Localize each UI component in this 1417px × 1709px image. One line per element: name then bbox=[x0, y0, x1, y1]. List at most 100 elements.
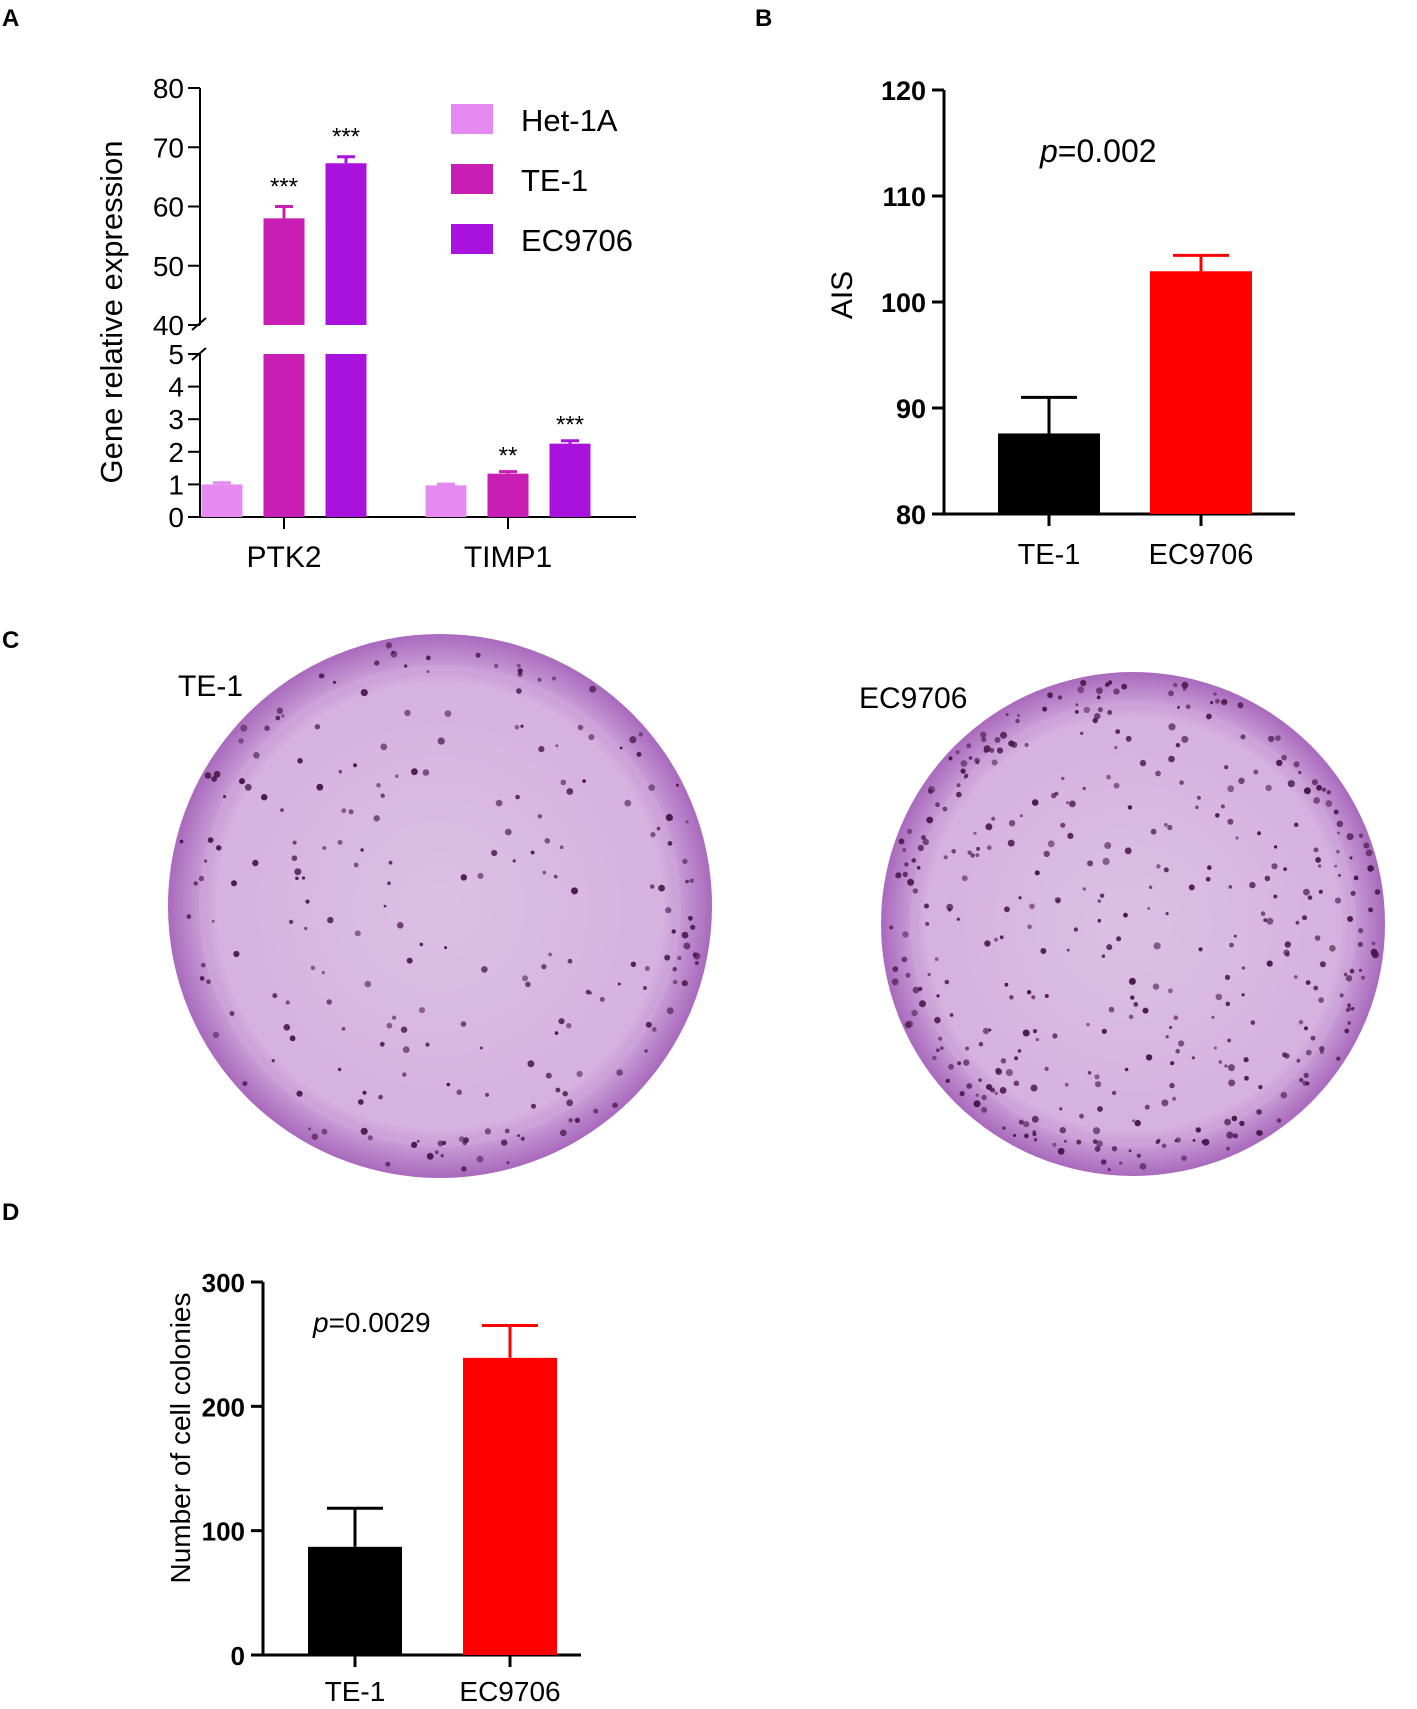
chart-a-ytick-label: 1 bbox=[168, 469, 184, 500]
colony-dot bbox=[1244, 1075, 1249, 1081]
chart-a-legend-swatch bbox=[451, 164, 493, 194]
colony-dot bbox=[956, 791, 962, 798]
colony-dot bbox=[694, 960, 699, 966]
colony-dot bbox=[1305, 1049, 1312, 1056]
colony-dot bbox=[988, 1028, 992, 1032]
colony-dot bbox=[537, 677, 542, 682]
colony-dot bbox=[494, 663, 499, 669]
chartB-bar bbox=[1150, 271, 1252, 514]
chart-a-bar-lower bbox=[263, 354, 305, 517]
colony-dot bbox=[911, 1009, 918, 1017]
colony-dot bbox=[1079, 1113, 1084, 1119]
colony-dot bbox=[1077, 686, 1085, 694]
colony-dot bbox=[1127, 805, 1133, 810]
colony-dot bbox=[1227, 1064, 1235, 1072]
colony-dot bbox=[426, 1152, 434, 1160]
colony-dot bbox=[327, 916, 334, 924]
chart-a-sig-label: *** bbox=[332, 124, 360, 151]
colony-dot bbox=[1124, 1067, 1129, 1072]
colony-dot bbox=[1168, 988, 1173, 994]
colony-dot bbox=[1150, 828, 1157, 835]
chart-a-ytick-label: 40 bbox=[153, 310, 184, 341]
colony-dot bbox=[548, 952, 552, 957]
colony-dot bbox=[1018, 1119, 1024, 1125]
colony-dot bbox=[667, 841, 673, 846]
colony-dot bbox=[1145, 1054, 1153, 1061]
colony-dot bbox=[1094, 1074, 1100, 1080]
colony-dot bbox=[1168, 723, 1176, 731]
colony-dot bbox=[294, 868, 302, 876]
colony-dot bbox=[1371, 941, 1376, 946]
colony-dot bbox=[201, 962, 206, 968]
colony-dot bbox=[516, 663, 521, 668]
chart-a-ytick-label: 80 bbox=[153, 73, 184, 104]
colony-dot bbox=[656, 826, 661, 831]
colony-dot bbox=[186, 914, 192, 919]
colony-dot bbox=[1334, 864, 1338, 868]
colony-dot bbox=[386, 1022, 393, 1029]
colony-dot bbox=[1165, 1035, 1169, 1039]
colony-dot bbox=[353, 862, 359, 868]
colony-dot bbox=[665, 907, 672, 914]
colony-dot bbox=[966, 1083, 973, 1089]
colony-dot bbox=[1313, 985, 1319, 991]
chartD-ytick-label: 100 bbox=[202, 1517, 245, 1547]
colony-dot bbox=[1167, 824, 1173, 831]
colony-dot bbox=[231, 880, 237, 887]
colony-dot bbox=[1336, 849, 1340, 854]
colony-dot bbox=[1128, 1149, 1132, 1153]
colony-dot bbox=[949, 1013, 954, 1017]
chart-b-pvalue-rest: =0.002 bbox=[1058, 133, 1157, 169]
colony-dot bbox=[902, 848, 907, 852]
colony-dot bbox=[462, 1140, 468, 1146]
colony-dot bbox=[1031, 1115, 1039, 1123]
colony-dot bbox=[593, 1108, 599, 1114]
colony-dot bbox=[934, 1016, 941, 1024]
colony-dot bbox=[1094, 1146, 1101, 1152]
colony-dot bbox=[1123, 912, 1128, 918]
colony-dot bbox=[1302, 915, 1307, 921]
colony-dot bbox=[348, 809, 354, 815]
colony-dot bbox=[1256, 1130, 1260, 1134]
colony-dot bbox=[240, 724, 248, 732]
colony-dot bbox=[995, 1067, 1001, 1074]
colony-dot bbox=[362, 1090, 367, 1095]
colony-dot bbox=[1313, 847, 1319, 853]
chart-a-bar-lower bbox=[325, 354, 367, 517]
colony-dot bbox=[644, 1049, 648, 1053]
colony-dot bbox=[924, 903, 929, 909]
colony-dot bbox=[1318, 864, 1322, 868]
colony-dot bbox=[1347, 1003, 1351, 1007]
colony-dot bbox=[1026, 990, 1032, 995]
colony-dot bbox=[1168, 755, 1175, 763]
colony-dot bbox=[1339, 993, 1344, 998]
colony-dot bbox=[1240, 734, 1246, 740]
colony-dot bbox=[531, 1103, 536, 1109]
colony-dot bbox=[1307, 895, 1313, 900]
colony-dot bbox=[272, 993, 278, 999]
chartB-ytick-label: 110 bbox=[882, 182, 926, 212]
colony-dot bbox=[912, 986, 920, 994]
colony-dot bbox=[911, 858, 917, 863]
colony-dot bbox=[1179, 780, 1184, 785]
colony-dot bbox=[1294, 975, 1298, 979]
colony-dot bbox=[310, 965, 316, 971]
colony-dot bbox=[1273, 845, 1278, 849]
colony-dot bbox=[978, 1041, 984, 1047]
colony-dot bbox=[926, 816, 934, 824]
colony-dot bbox=[555, 744, 559, 748]
colony-dot bbox=[485, 1092, 490, 1097]
colony-dot bbox=[1113, 688, 1120, 695]
colony-dot bbox=[395, 774, 399, 778]
colony-dot bbox=[588, 734, 595, 741]
colony-dot bbox=[951, 849, 956, 854]
colony-dot bbox=[1054, 791, 1059, 796]
colony-dot bbox=[1136, 1153, 1141, 1158]
colony-dot bbox=[367, 1135, 373, 1141]
colony-dot bbox=[895, 872, 902, 879]
colony-dot bbox=[963, 775, 967, 779]
colony-dot bbox=[444, 710, 452, 717]
colony-dot bbox=[554, 1031, 559, 1035]
colony-dot bbox=[1266, 917, 1274, 925]
colony-dot bbox=[1086, 1022, 1090, 1027]
